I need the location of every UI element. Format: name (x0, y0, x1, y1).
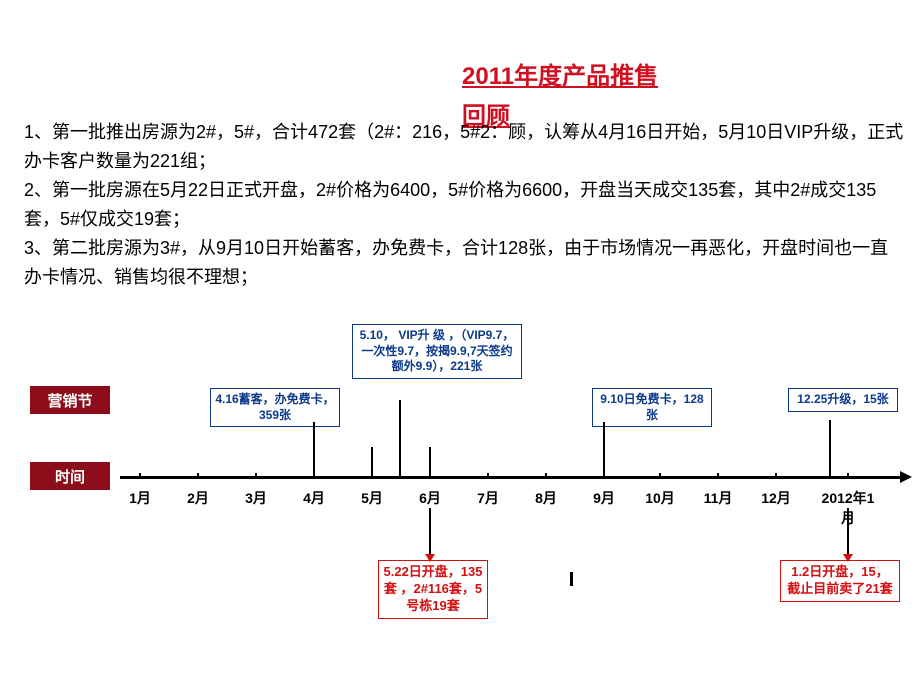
tick-mark (429, 447, 431, 479)
badge-marketing: 营销节 (30, 386, 110, 414)
paragraph-3: 3、第二批房源为3#，从9月10日开始蓄客，办免费卡，合计128张，由于市场情况… (24, 234, 904, 292)
connector-line (847, 508, 849, 556)
page-title-line1: 2011年度产品推售 (462, 56, 658, 91)
month-label: 4月 (284, 488, 344, 508)
month-label: 8月 (516, 488, 576, 508)
month-label: 9月 (574, 488, 634, 508)
event-box-top: 12.25升级，15张 (788, 388, 898, 412)
tick-mark (775, 473, 777, 479)
badge-time: 时间 (30, 462, 110, 490)
month-label: 7月 (458, 488, 518, 508)
timeline-axis (120, 476, 900, 479)
event-box-top: 5.10， VIP升 级 ，（VIP9.7，一次性9.7，按揭9.9,7天签约额… (352, 324, 522, 379)
paragraph-2: 2、第一批房源在5月22日正式开盘，2#价格为6400，5#价格为6600，开盘… (24, 176, 904, 234)
month-label: 2月 (168, 488, 228, 508)
arrow-down-icon (843, 554, 853, 562)
timeline-arrow-icon (900, 471, 912, 483)
connector-line (313, 422, 315, 476)
connector-line (603, 422, 605, 476)
month-label: 1月 (110, 488, 170, 508)
month-label: 11月 (688, 488, 748, 508)
connector-line (429, 508, 431, 556)
tick-mark (255, 473, 257, 479)
event-box-top: 4.16蓄客，办免费卡，359张 (210, 388, 340, 427)
tick-mark (197, 473, 199, 479)
tick-mark (139, 473, 141, 479)
tick-mark (371, 447, 373, 479)
connector-line (829, 420, 831, 476)
month-label: 10月 (630, 488, 690, 508)
connector-line (399, 400, 401, 476)
event-box-top: 9.10日免费卡，128张 (592, 388, 712, 427)
month-label: 12月 (746, 488, 806, 508)
arrow-down-icon (425, 554, 435, 562)
month-label: 3月 (226, 488, 286, 508)
tick-mark (717, 473, 719, 479)
tick-mark (545, 473, 547, 479)
tick-mark (659, 473, 661, 479)
month-label: 5月 (342, 488, 402, 508)
month-label: 6月 (400, 488, 460, 508)
small-marker (570, 572, 573, 586)
event-box-bottom: 5.22日开盘，135套 ，2#116套，5号栋19套 (378, 560, 488, 619)
paragraph-1: 1、第一批推出房源为2#，5#，合计472套（2#：216，5#2：顾，认筹从4… (24, 118, 904, 176)
tick-mark (487, 473, 489, 479)
event-box-bottom: 1.2日开盘，15，截止目前卖了21套 (780, 560, 900, 602)
tick-mark (847, 473, 849, 479)
